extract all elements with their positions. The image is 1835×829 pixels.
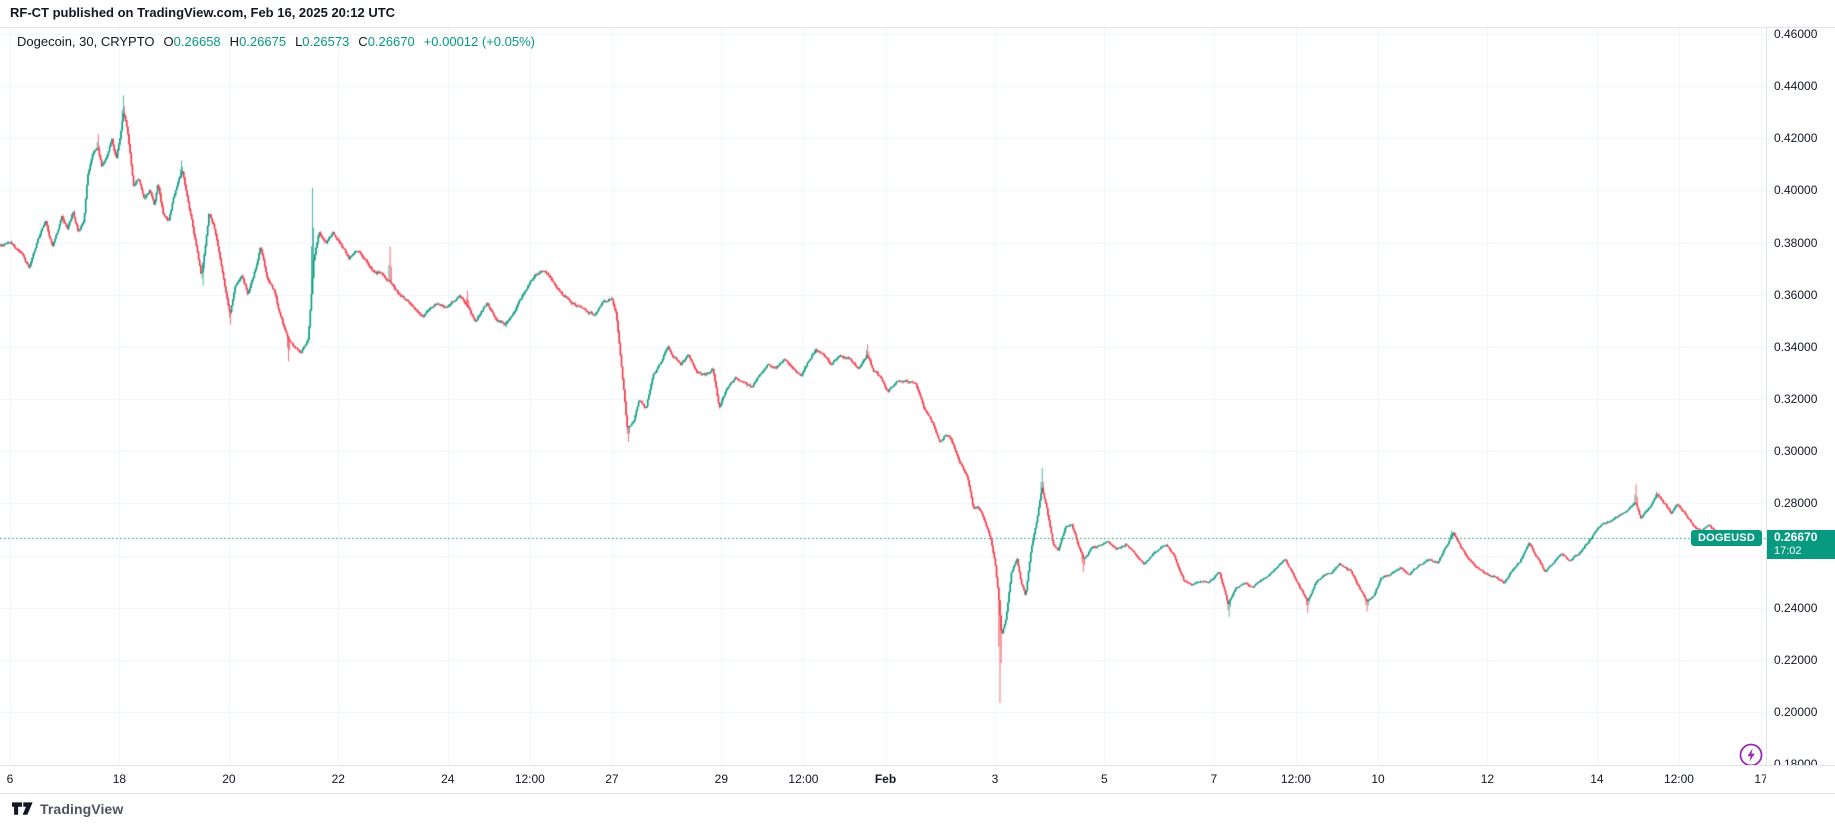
price-axis-label: 0.20000 — [1774, 704, 1818, 719]
tradingview-logo-icon — [12, 802, 33, 815]
time-axis-label: 27 — [605, 772, 619, 786]
ohlc-close: C0.26670 — [358, 34, 415, 49]
time-axis-label: 5 — [1101, 772, 1108, 786]
time-axis-label: 17 — [1754, 772, 1766, 786]
price-axis-label: 0.24000 — [1774, 600, 1818, 615]
time-axis-label: 14 — [1590, 772, 1604, 786]
lightning-bolt-icon — [1747, 748, 1755, 762]
symbol-description[interactable]: Dogecoin, 30, CRYPTO — [17, 34, 155, 49]
price-axis-label: 0.30000 — [1774, 444, 1818, 459]
price-axis-label: 0.22000 — [1774, 652, 1818, 667]
time-axis-label: 20 — [222, 772, 236, 786]
time-axis-label: 12:00 — [788, 772, 819, 786]
price-axis-label: 0.40000 — [1774, 183, 1818, 198]
ohlc-low: L0.26573 — [295, 34, 350, 49]
price-axis-label: 0.28000 — [1774, 496, 1818, 511]
tradingview-logo-text: TradingView — [40, 801, 124, 817]
time-axis-labels: 6 18 20 22 24 12:00 27 29 12:00 Feb 3 5 7 12:00 10 12 14… — [0, 766, 1766, 794]
ohlc-open: O0.26658 — [163, 34, 221, 49]
time-axis-label: 22 — [331, 772, 345, 786]
price-axis-label: 0.34000 — [1774, 339, 1818, 354]
time-axis-label: 10 — [1371, 772, 1385, 786]
time-axis[interactable]: 6 18 20 22 24 12:00 27 29 12:00 Feb 3 5 7 12:00 10 12 14… — [0, 765, 1835, 794]
price-line-symbol-pill: DOGEUSD — [1690, 530, 1762, 547]
price-axis-label: 0.18000 — [1774, 757, 1818, 766]
time-axis-label: 24 — [441, 772, 455, 786]
price-axis-label: 0.38000 — [1774, 235, 1818, 250]
tradingview-logo[interactable]: TradingView — [12, 801, 123, 817]
ohlc-high: H0.26675 — [229, 34, 287, 49]
candlestick-chart-canvas[interactable] — [0, 28, 1766, 766]
time-axis-label: 18 — [112, 772, 127, 786]
flash-boost-button[interactable] — [1738, 742, 1764, 766]
time-axis-label: 12:00 — [1280, 772, 1311, 786]
time-axis-label: 7 — [1210, 772, 1218, 786]
time-axis-label: 3 — [991, 772, 999, 786]
footer-bar: TradingView — [0, 793, 1835, 829]
price-axis[interactable]: 0.26670 17:02 0.46000 0.44000 0.42000 0.400… — [1766, 28, 1835, 766]
time-axis-label: 6 — [6, 772, 14, 786]
time-axis-label: 12 — [1480, 772, 1495, 786]
price-axis-label: 0.36000 — [1774, 287, 1818, 302]
chart-frame: Dogecoin, 30, CRYPTO O0.26658 H0.26675 L… — [0, 27, 1835, 766]
chart-plot-pane[interactable]: Dogecoin, 30, CRYPTO O0.26658 H0.26675 L… — [0, 28, 1766, 766]
symbol-legend[interactable]: Dogecoin, 30, CRYPTO O0.26658 H0.26675 L… — [17, 34, 535, 49]
last-price-badge: 0.26670 — [1767, 530, 1835, 546]
price-axis-label: 0.32000 — [1774, 392, 1818, 407]
publish-attribution-line: RF-CT published on TradingView.com, Feb … — [10, 5, 396, 20]
price-axis-label: 0.46000 — [1774, 28, 1818, 41]
price-axis-label: 0.44000 — [1774, 79, 1818, 94]
price-change-text: +0.00012 (+0.05%) — [423, 34, 535, 49]
bar-countdown-badge: 17:02 — [1767, 545, 1835, 560]
time-axis-label: 12:00 — [1663, 772, 1694, 786]
time-axis-label: Feb — [874, 772, 897, 786]
time-axis-label: 12:00 — [514, 772, 545, 786]
price-axis-label: 0.42000 — [1774, 131, 1818, 146]
time-axis-label: 29 — [714, 772, 729, 786]
